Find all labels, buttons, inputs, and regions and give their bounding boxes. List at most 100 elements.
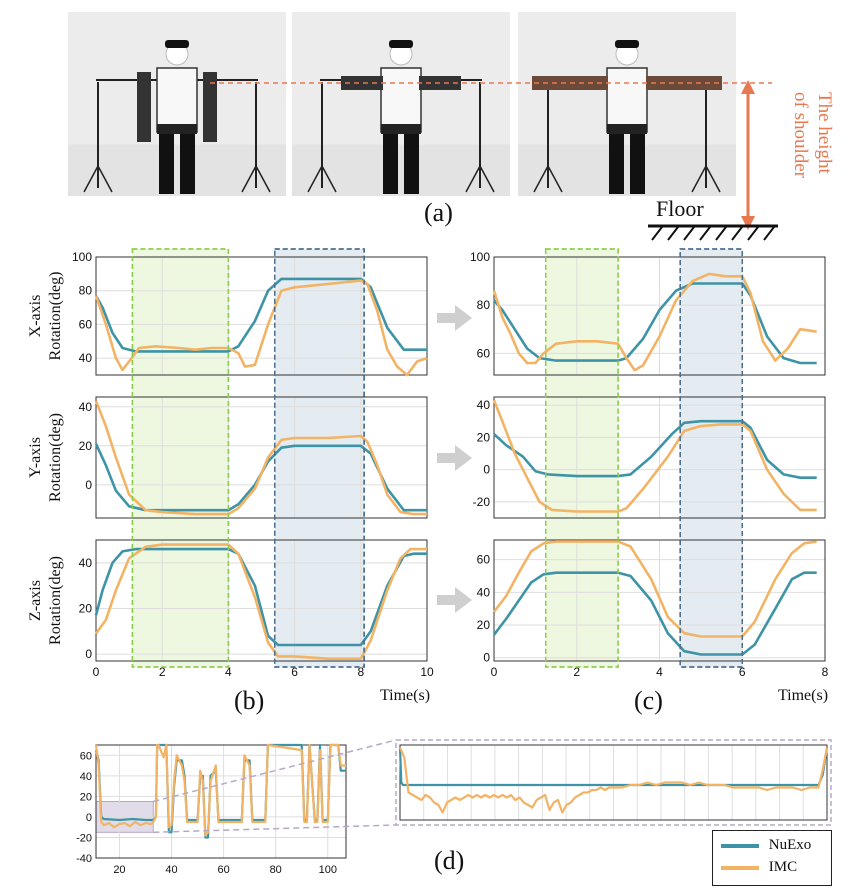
height-arrow-head-bottom xyxy=(741,216,755,230)
person-leg-left xyxy=(159,134,174,194)
panel-c-subplot-2-series-imc xyxy=(492,399,817,513)
floor-hatch xyxy=(747,226,759,241)
panel-b-subplot-3-xtick-label: 6 xyxy=(291,665,298,679)
panel-c-subplot-2-series-nuexo xyxy=(493,419,817,479)
transition-arrow-1 xyxy=(437,305,472,331)
person-torso xyxy=(156,67,198,133)
height-annotation: The height of shoulder xyxy=(786,92,836,212)
panel-c-subplot-3-ytick-label: 0 xyxy=(483,651,490,665)
panel-c-label: (c) xyxy=(634,686,663,715)
panel-b-highlight-blue xyxy=(273,248,365,668)
floor-hatch xyxy=(683,226,695,241)
panel-b-ylabel-1-b: Rotation(deg) xyxy=(47,272,64,361)
panel-b-highlight-green xyxy=(131,248,230,668)
panel-c-subplot-2-ytick-label: 20 xyxy=(477,430,491,444)
panel-b-subplot-3-ytick-label: 20 xyxy=(79,601,93,615)
panel-b-subplot-3-frame xyxy=(95,539,428,662)
panel-b-subplot-3-xtick-label: 0 xyxy=(93,665,100,679)
panel-c-subplot-2-ytick-label: 0 xyxy=(483,463,490,477)
panel-b-ylabel-2-a: Y-axis xyxy=(27,437,44,478)
panel-d-xtick-label: 80 xyxy=(270,864,282,876)
panel-d-xtick-label: 100 xyxy=(319,864,337,876)
height-annotation-line1: The height xyxy=(814,92,835,174)
panel-c-xlabel: Time(s) xyxy=(778,687,828,704)
person-arm-left xyxy=(137,72,151,142)
panel-c-subplot-1-ytick-label: 60 xyxy=(477,346,491,360)
panel-c-subplot-3-xtick-label: 8 xyxy=(822,665,829,679)
legend-item-imc: IMC xyxy=(721,859,797,876)
panel-b-subplot-1-frame xyxy=(95,256,428,376)
legend-swatch-imc xyxy=(721,865,759,870)
panel-c-subplot-3-frame xyxy=(493,539,826,662)
panel-b-subplot-3-xtick-label: 8 xyxy=(357,665,364,679)
height-arrow-head-top xyxy=(741,80,755,94)
floor-hatch xyxy=(699,226,711,241)
person-belt xyxy=(607,124,647,134)
photo-floor-2 xyxy=(292,144,510,196)
person-leg-left xyxy=(609,134,624,194)
panel-c-subplot-3-ytick-label: 20 xyxy=(477,618,491,632)
tripod-leg xyxy=(255,165,271,193)
tripod-leg xyxy=(705,165,721,193)
legend-item-nuexo: NuExo xyxy=(721,837,811,854)
tripod-leg xyxy=(465,165,481,193)
panel-d-label: (d) xyxy=(434,846,465,875)
panel-b-subplot-1-ytick-label: 100 xyxy=(72,250,92,264)
tripod-leg xyxy=(691,165,707,193)
photo-floor-1 xyxy=(68,144,286,196)
panel-d-ytick-label: 60 xyxy=(80,750,92,762)
panel-c-subplot-3-series-imc xyxy=(492,540,817,638)
panel-b-xlabel: Time(s) xyxy=(380,687,430,704)
panel-c-subplot-3-xtick-label: 2 xyxy=(573,665,580,679)
panel-d-frame xyxy=(95,744,347,859)
panel-d-series-imc xyxy=(94,743,346,837)
tripod-leg xyxy=(83,165,99,193)
tripod-leg xyxy=(241,165,257,193)
legend-label-nuexo: NuExo xyxy=(768,837,812,854)
person-leg-right xyxy=(630,134,645,194)
legend-swatch-nuexo xyxy=(721,843,759,848)
panel-d-zoom-series-imc xyxy=(398,747,829,814)
panel-b-subplot-3-xtick-label: 10 xyxy=(420,665,434,679)
floor-hatch xyxy=(715,226,727,241)
transition-arrow-2 xyxy=(437,445,472,471)
panel-d-zoom-outline xyxy=(395,739,832,826)
panel-b-subplot-3-xtick-label: 2 xyxy=(159,665,166,679)
panel-b-subplot-2-series-nuexo xyxy=(94,443,427,512)
panel-c-subplot-1-ytick-label: 100 xyxy=(470,250,490,264)
transition-arrow-3 xyxy=(437,587,472,613)
tripod-leg xyxy=(97,165,113,193)
panel-b-ylabel-2-b: Rotation(deg) xyxy=(47,413,64,502)
panel-d-zoom-series-nuexo xyxy=(398,747,829,787)
floor-hatch xyxy=(667,226,679,241)
panel-b-subplot-1-series-imc xyxy=(94,279,428,377)
tripod-leg xyxy=(479,165,495,193)
person-cap xyxy=(165,40,189,48)
person-arm-right xyxy=(646,76,722,90)
person-arm-right xyxy=(203,72,217,142)
legend: NuExo IMC xyxy=(712,830,832,886)
tripod-leg xyxy=(533,165,549,193)
panel-c-subplot-2-ytick-label: -20 xyxy=(473,495,491,509)
panel-d-ytick-label: 40 xyxy=(80,771,92,783)
person-cap xyxy=(389,40,413,48)
tripod-leg xyxy=(547,165,563,193)
panel-b-subplot-2-ytick-label: 20 xyxy=(79,439,93,453)
panel-c-highlight-green xyxy=(544,248,619,668)
panel-b-subplot-1-ytick-label: 60 xyxy=(79,317,93,331)
panel-b-subplot-2-frame xyxy=(95,396,428,519)
panel-b-subplot-1-ytick-label: 80 xyxy=(79,284,93,298)
panel-b-subplot-1-ytick-label: 40 xyxy=(79,351,93,365)
panel-c-subplot-1-frame xyxy=(493,256,826,376)
floor-hatch xyxy=(731,226,743,241)
panel-b-subplot-2-series-imc xyxy=(94,400,427,516)
person-leg-right xyxy=(180,134,195,194)
panel-b-highlight-blue-outline xyxy=(273,248,365,668)
panel-c-subplot-1-ytick-label: 80 xyxy=(477,298,491,312)
person-cap xyxy=(615,40,639,48)
panel-d-ytick-label: 0 xyxy=(86,812,92,824)
floor-hatch xyxy=(763,226,775,241)
panel-c-subplot-3-ytick-label: 40 xyxy=(477,585,491,599)
panel-b-subplot-1-series-nuexo xyxy=(94,277,427,353)
panel-b-subplot-2-ytick-label: 0 xyxy=(85,478,92,492)
